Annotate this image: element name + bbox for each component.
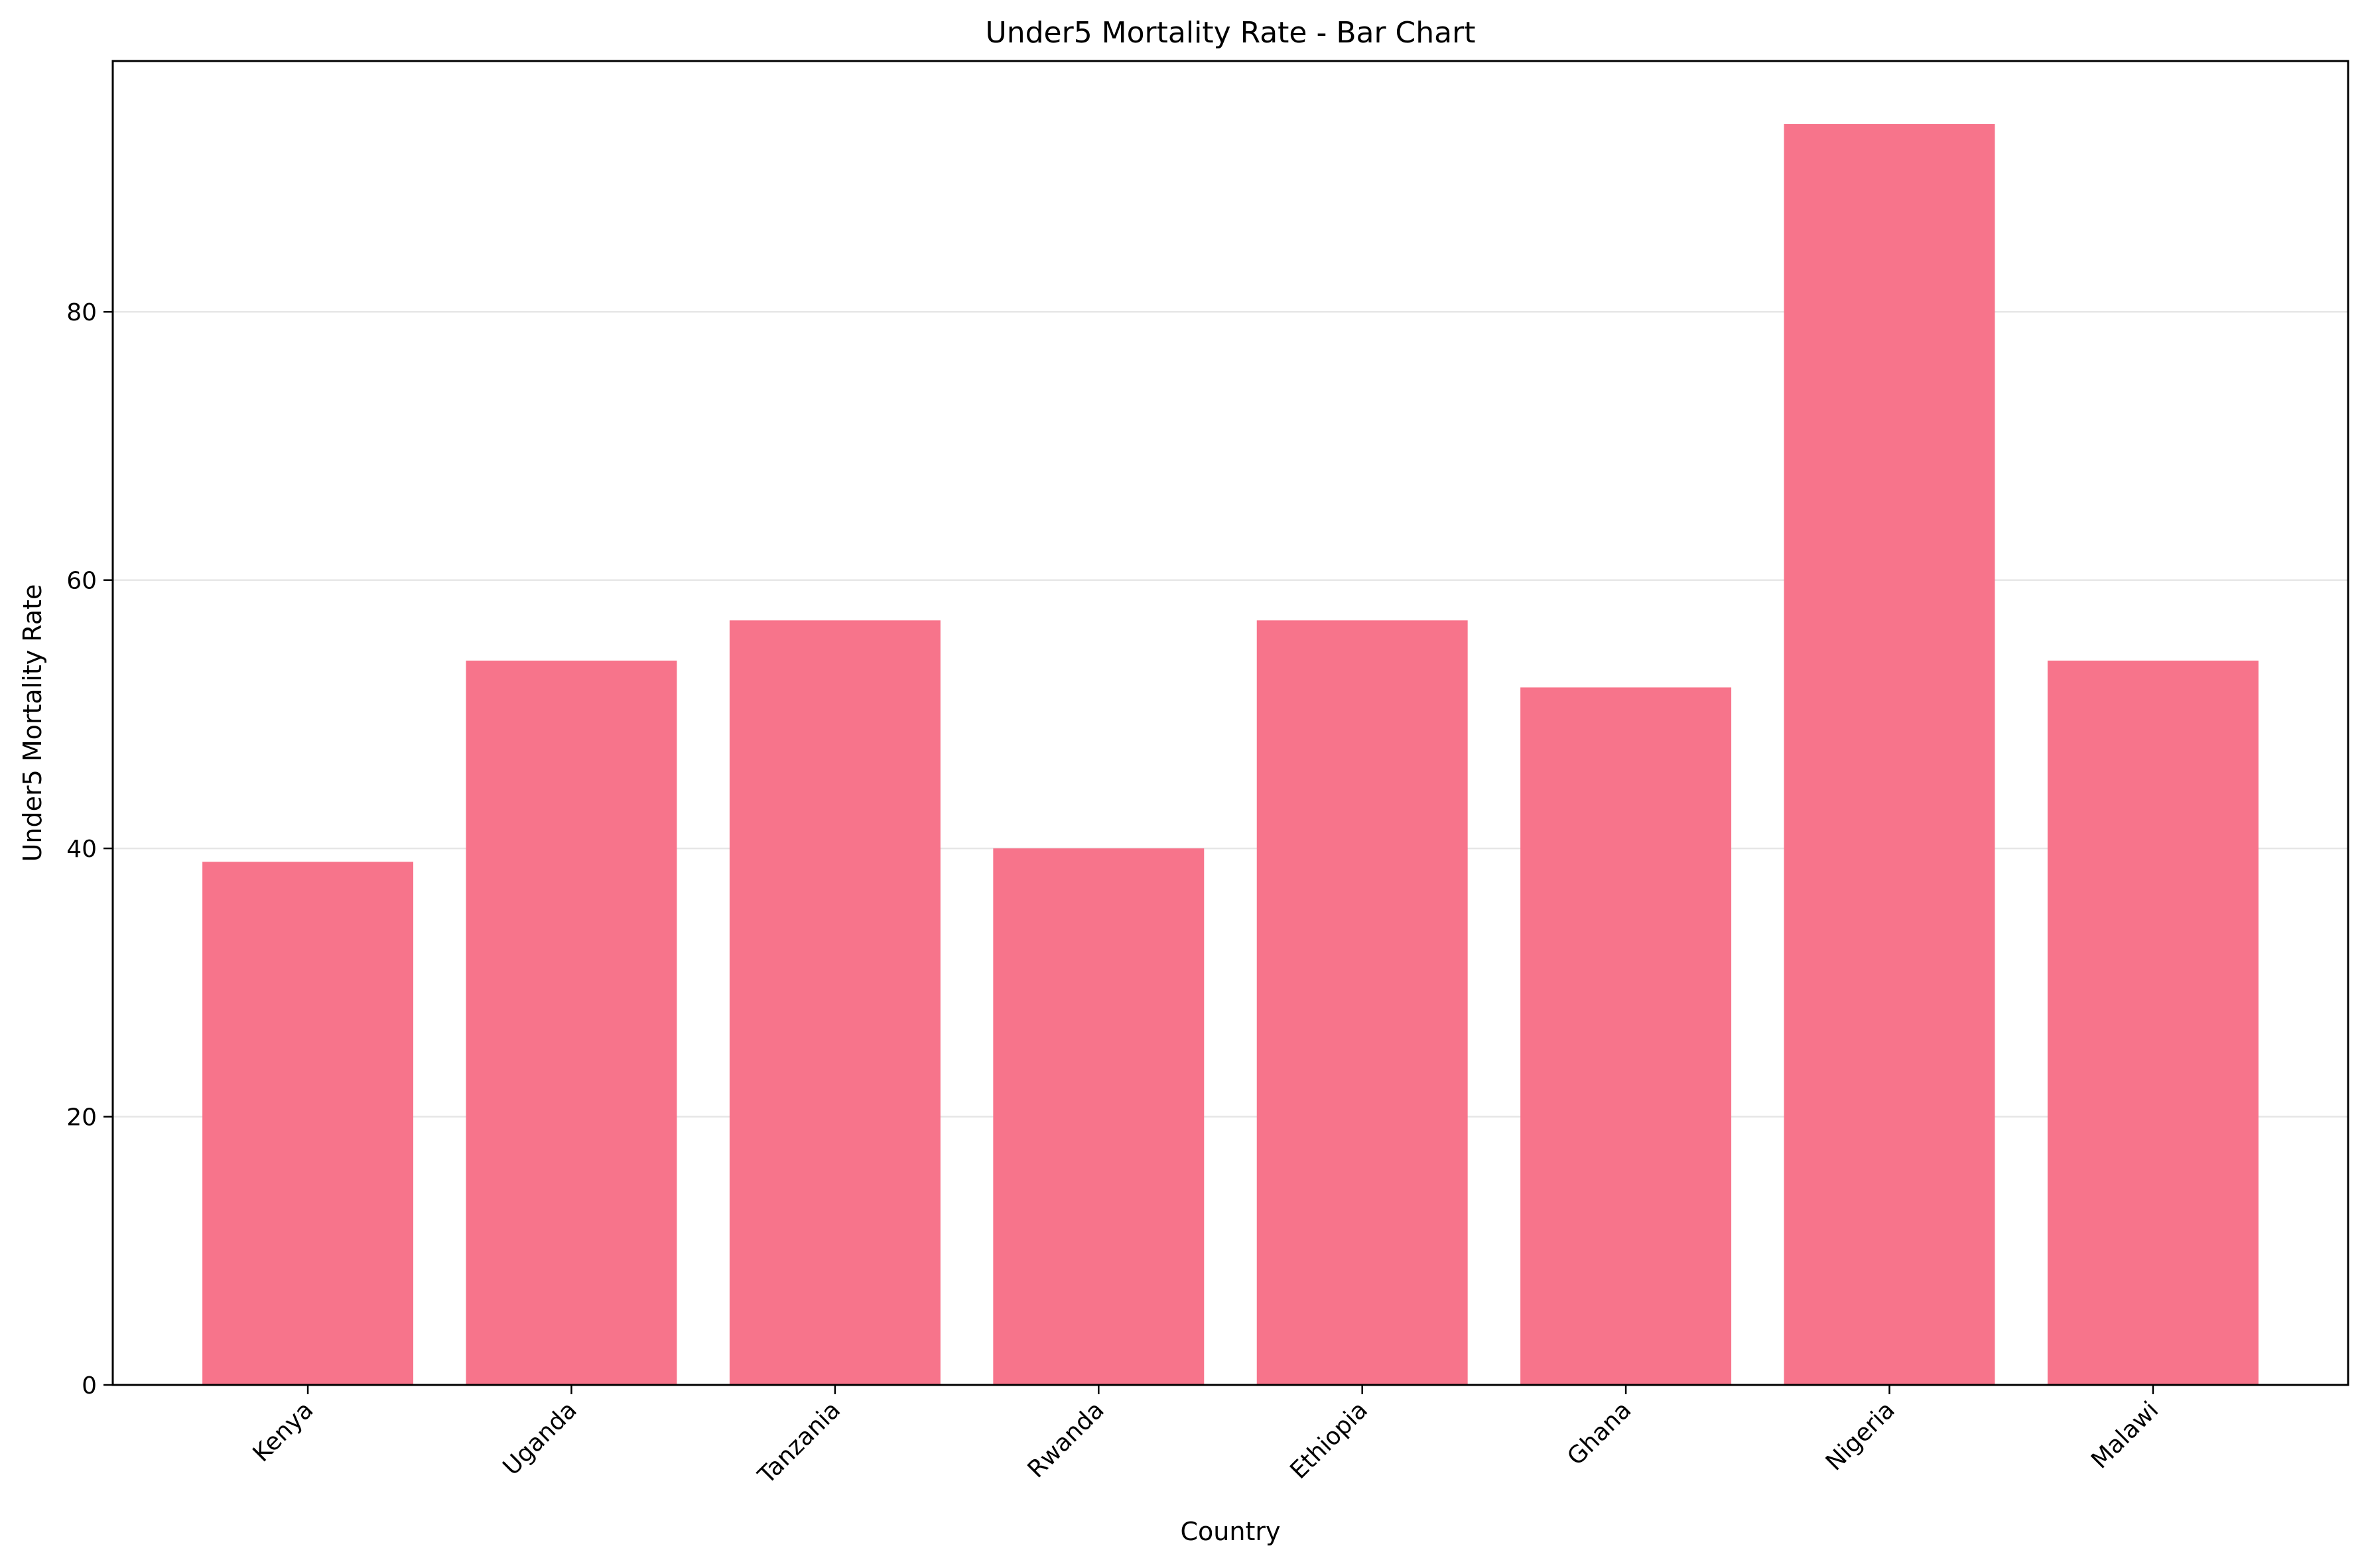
x-tick-label-malawi: Malawi — [2086, 1396, 2164, 1474]
bar-uganda — [466, 660, 677, 1385]
bar-ghana — [1520, 687, 1732, 1385]
x-tick-label-kenya: Kenya — [248, 1396, 319, 1467]
gridlines — [113, 310, 2348, 1386]
y-axis: 0 20 40 60 80 — [66, 299, 113, 1400]
x-tick-label-nigeria: Nigeria — [1821, 1396, 1900, 1476]
x-tick-label-uganda: Uganda — [498, 1396, 582, 1480]
y-tick-label-1: 20 — [66, 1104, 97, 1132]
bars — [202, 124, 2259, 1386]
x-axis-label: Country — [1181, 1517, 1281, 1546]
x-tick-label-ethiopia: Ethiopia — [1285, 1396, 1373, 1484]
bar-kenya — [202, 862, 414, 1385]
x-tick-label-ghana: Ghana — [1562, 1396, 1636, 1470]
bar-malawi — [2047, 660, 2259, 1385]
y-tick-label-2: 40 — [66, 836, 97, 863]
bar-rwanda — [993, 848, 1205, 1385]
bar-tanzania — [729, 620, 941, 1385]
plot-frame — [111, 60, 2349, 1386]
y-tick-label-4: 80 — [66, 299, 97, 326]
y-tick-label-0: 0 — [82, 1372, 97, 1400]
x-tick-label-tanzania: Tanzania — [753, 1396, 846, 1490]
bar-nigeria — [1784, 124, 1995, 1386]
x-axis: Kenya Uganda Tanzania Rwanda Ethiopia Ghana Ni… — [248, 1385, 2164, 1490]
x-tick-label-rwanda: Rwanda — [1023, 1396, 1110, 1483]
y-tick-label-3: 60 — [66, 568, 97, 595]
y-axis-label: Under5 Mortality Rate — [18, 584, 47, 862]
bar-ethiopia — [1256, 620, 1468, 1385]
chart-title: Under5 Mortality Rate - Bar Chart — [986, 16, 1476, 50]
